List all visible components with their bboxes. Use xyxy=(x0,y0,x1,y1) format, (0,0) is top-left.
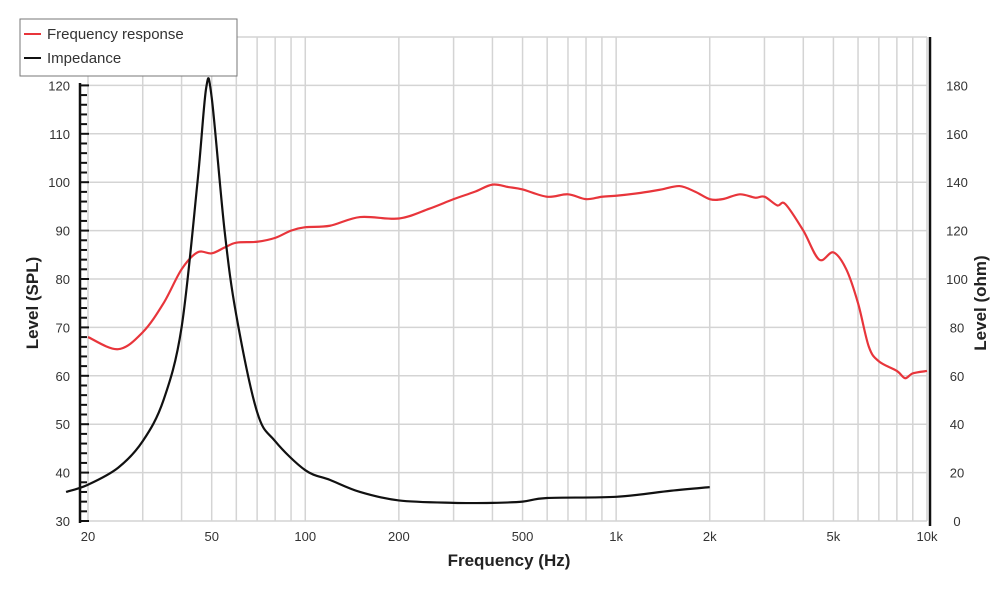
series-layer xyxy=(65,77,928,505)
x-axis: 20 50 100 200 500 1k 2k 5k 10k xyxy=(81,529,938,544)
x-tick-label: 200 xyxy=(388,529,410,544)
impedance-line xyxy=(65,77,710,505)
legend-label-impedance: Impedance xyxy=(47,50,121,67)
x-tick-label: 100 xyxy=(294,529,316,544)
y2-axis-label: Level (ohm) xyxy=(971,255,990,350)
left-tick-label: 40 xyxy=(56,466,70,481)
left-tick-label: 30 xyxy=(56,514,70,529)
right-tick-label: 180 xyxy=(946,78,968,93)
right-tick-label: 80 xyxy=(950,320,964,335)
left-tick-label: 110 xyxy=(49,127,70,142)
left-axis: 30 40 50 60 70 80 90 100 110 120 xyxy=(48,78,89,529)
x-axis-label: Frequency (Hz) xyxy=(448,551,571,570)
legend-box xyxy=(19,18,238,77)
x-tick-label: 50 xyxy=(204,529,218,544)
x-tick-label: 5k xyxy=(827,529,841,544)
left-tick-label: 90 xyxy=(56,224,70,239)
left-tick-label: 50 xyxy=(56,417,70,432)
x-tick-label: 10k xyxy=(917,529,938,544)
left-tick-label: 70 xyxy=(56,320,70,335)
right-axis: 0 20 40 60 80 100 120 140 160 180 xyxy=(946,78,968,529)
left-tick-label: 60 xyxy=(56,369,70,384)
right-tick-label: 100 xyxy=(946,272,968,287)
legend: Frequency response Impedance xyxy=(19,18,238,77)
right-tick-label: 0 xyxy=(953,514,960,529)
right-tick-label: 60 xyxy=(950,369,964,384)
x-tick-label: 2k xyxy=(703,529,717,544)
left-tick-label: 120 xyxy=(48,78,70,93)
y-axis-label: Level (SPL) xyxy=(23,257,42,350)
x-tick-label: 1k xyxy=(609,529,623,544)
grid xyxy=(78,36,932,526)
x-tick-label: 20 xyxy=(81,529,95,544)
left-tick-label: 80 xyxy=(56,272,70,287)
right-tick-label: 160 xyxy=(946,127,968,142)
legend-label-frequency-response: Frequency response xyxy=(47,26,184,43)
right-tick-label: 120 xyxy=(946,224,968,239)
x-tick-label: 500 xyxy=(512,529,534,544)
right-tick-label: 40 xyxy=(950,417,964,432)
left-tick-label: 100 xyxy=(48,175,70,190)
frequency-response-line xyxy=(87,183,928,380)
right-tick-label: 140 xyxy=(946,175,968,190)
right-tick-label: 20 xyxy=(950,466,964,481)
